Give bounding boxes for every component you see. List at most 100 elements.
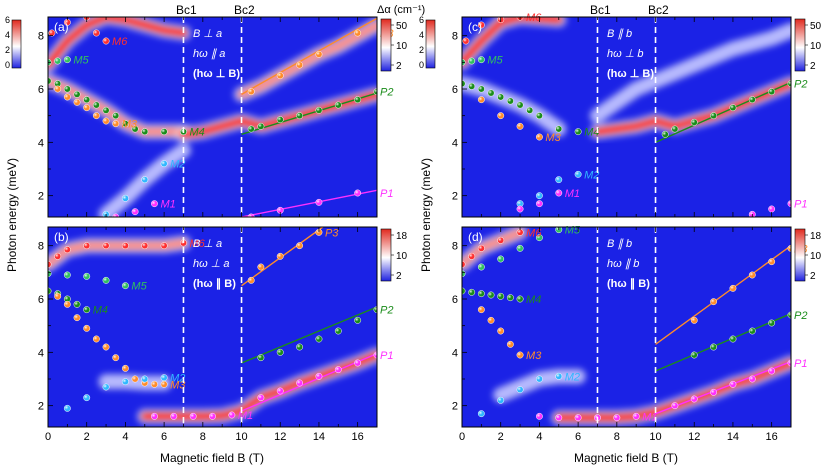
data-point-shade — [277, 253, 284, 260]
y-tick-label: 4 — [452, 137, 458, 149]
data-point-shade — [277, 349, 284, 356]
data-point-shade — [54, 80, 61, 87]
data-point-shade — [93, 29, 100, 37]
data-point-shade — [93, 335, 100, 343]
data-point-shade — [691, 351, 698, 359]
data-point-shade — [257, 354, 265, 361]
bc2-label-left: Bc2 — [234, 3, 255, 17]
data-point-shade — [64, 19, 71, 26]
data-point-shade — [478, 306, 485, 313]
data-point-shade — [662, 131, 669, 138]
series-label-m5: M5 — [131, 281, 147, 293]
series-label-p2: P2 — [380, 305, 393, 317]
panel-letter: (b) — [54, 230, 69, 244]
data-point-shade — [516, 205, 524, 213]
data-point-shade — [83, 306, 90, 313]
data-point-shade — [787, 80, 791, 87]
polarization-annotation: (hω ∥ B) — [193, 278, 236, 290]
intensity-band — [592, 25, 791, 121]
small-colorbar — [11, 19, 22, 69]
data-point-shade — [48, 77, 52, 85]
y-tick-label: 6 — [452, 84, 458, 96]
series-label-m2: M2 — [170, 159, 185, 171]
small-colorbar-tick: 6 — [5, 15, 10, 25]
data-point-shade — [335, 366, 342, 373]
data-point-shade — [83, 394, 90, 401]
y-tick-label: 2 — [452, 191, 458, 203]
data-point-shade — [160, 374, 168, 381]
data-point-shade — [48, 29, 56, 37]
data-point-shade — [516, 351, 524, 359]
polarization-annotation: hω ∥ b — [607, 258, 639, 270]
x-tick-label: 10 — [235, 431, 247, 443]
data-point-shade — [574, 171, 582, 178]
series-label-p1: P1 — [380, 350, 393, 362]
data-point-shade — [710, 298, 717, 305]
colorbar-unit-label: Δα (cm⁻¹) — [377, 4, 425, 16]
data-point-shade — [487, 89, 495, 97]
data-point-shade — [64, 246, 71, 253]
y-tick-label: 8 — [452, 31, 458, 43]
data-point-shade — [536, 375, 543, 383]
x-tick-label: 8 — [614, 431, 620, 443]
fit-line — [241, 17, 377, 95]
series-label-m4: M4 — [526, 294, 541, 306]
heatmap-background — [48, 227, 377, 427]
data-point-shade — [73, 99, 81, 106]
data-point-shade — [516, 386, 524, 393]
data-point-shade — [131, 208, 139, 215]
series-label-m1: M1 — [642, 411, 657, 423]
data-point-shade — [64, 93, 71, 101]
data-point-shade — [335, 327, 342, 335]
data-point-shade — [729, 285, 737, 292]
y-tick-label: 6 — [38, 84, 44, 96]
data-point-shade — [131, 125, 139, 133]
data-point-shade — [64, 85, 71, 93]
x-tick-label: 4 — [122, 431, 128, 443]
series-label-m4: M4 — [93, 305, 108, 317]
data-point-shade — [141, 375, 148, 383]
data-point-shade — [468, 253, 475, 260]
series-label-p1: P1 — [794, 199, 807, 211]
data-point-shade — [497, 237, 504, 244]
series-label-m6: M6 — [112, 36, 128, 48]
polarization-annotation: hω ⊥ a — [193, 258, 230, 270]
data-point-shade — [749, 375, 756, 383]
data-point-shade — [102, 242, 110, 249]
data-point-shade — [516, 295, 524, 303]
panel-letter: (d) — [468, 230, 483, 244]
data-point-shade — [497, 112, 504, 119]
data-point-shade — [497, 327, 504, 335]
series-label-m6: M6 — [526, 12, 542, 24]
data-point-shade — [122, 242, 129, 249]
data-point-shade — [768, 367, 775, 375]
polarization-annotation: B ∥ b — [607, 28, 632, 40]
data-point-shade — [478, 21, 485, 29]
data-point-shade — [160, 128, 168, 135]
x-tick-label: 8 — [200, 431, 206, 443]
bc1-label-right: Bc1 — [590, 3, 611, 17]
data-point-shade — [315, 107, 323, 114]
series-label-m3: M3 — [122, 119, 138, 131]
data-point-shade — [296, 61, 303, 69]
bc2-label-right: Bc2 — [648, 3, 669, 17]
data-point-shade — [102, 117, 110, 125]
data-point-shade — [64, 405, 71, 412]
data-point-shade — [83, 273, 90, 280]
data-point-shade — [710, 389, 717, 396]
data-point-shade — [141, 128, 148, 135]
colorbar-tick-label: 2 — [810, 271, 816, 282]
data-point-shade — [478, 245, 485, 252]
y-tick-label: 4 — [38, 347, 44, 359]
x-tick-label: 6 — [161, 431, 167, 443]
data-point-shade — [93, 101, 100, 109]
data-point-shade — [248, 213, 255, 217]
data-point-shade — [228, 411, 236, 419]
data-point-shade — [141, 242, 148, 249]
data-point-shade — [102, 343, 110, 351]
data-point-shade — [83, 104, 90, 111]
y-tick-label: 2 — [452, 401, 458, 413]
data-point-shade — [787, 200, 791, 207]
data-point-shade — [478, 96, 485, 103]
data-point-shade — [248, 125, 255, 133]
